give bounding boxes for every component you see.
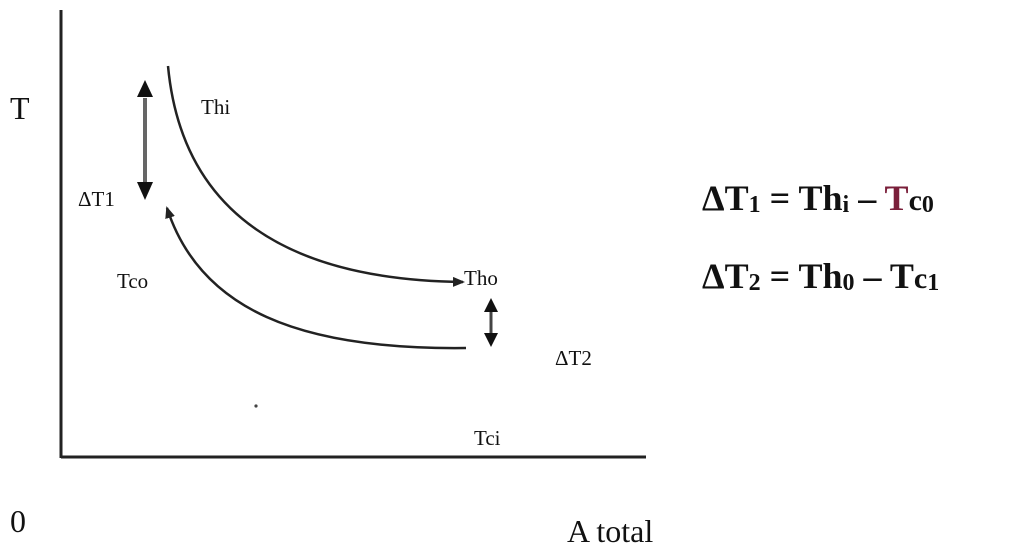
eq1-term2-sub: 0 — [921, 192, 934, 218]
eq1-equals: = — [760, 178, 799, 218]
equation-delta-t1: ΔT1 = Thi – Tc0 — [702, 180, 934, 217]
eq2-term2-sub: 1 — [927, 270, 940, 296]
label-tco: Tco — [117, 269, 149, 293]
eq2-minus: – — [854, 256, 890, 296]
y-axis-label: T — [10, 90, 30, 126]
delta-t1-arrow-head-bottom — [137, 182, 153, 200]
eq2-lhs: ΔT — [702, 256, 749, 296]
eq1-minus: – — [849, 178, 885, 218]
label-tho: Tho — [464, 266, 498, 290]
label-delta-t2: ΔT2 — [555, 346, 592, 370]
delta-t2-arrow-head-bottom — [484, 333, 498, 347]
eq1-lhs-sub: 1 — [748, 192, 761, 218]
label-thi: Thi — [201, 95, 231, 119]
cold-fluid-curve — [165, 206, 467, 350]
hot-fluid-curve — [166, 65, 465, 287]
equation-delta-t2: ΔT2 = Th0 – Tc1 — [702, 258, 939, 295]
label-tci: Tci — [474, 426, 501, 450]
eq1-term2-lower: c — [908, 184, 922, 217]
eq2-term1-sub: 0 — [842, 270, 855, 296]
eq2-term2-main: T — [889, 256, 914, 296]
eq1-term1: Th — [798, 178, 843, 218]
label-delta-t1: ΔT1 — [78, 187, 115, 211]
eq1-term1-sub: i — [842, 192, 850, 218]
eq2-equals: = — [760, 256, 799, 296]
eq2-term1: Th — [798, 256, 843, 296]
eq1-term2-main: T — [884, 178, 909, 218]
x-axis-label: A total — [567, 513, 654, 549]
origin-label: 0 — [10, 503, 26, 539]
delta-t2-arrow-head-top — [484, 298, 498, 312]
eq2-term2-lower: c — [913, 262, 928, 295]
stray-dot — [254, 404, 258, 408]
delta-t1-arrow-head-top — [137, 80, 153, 97]
eq2-lhs-sub: 2 — [748, 270, 761, 296]
eq1-lhs: ΔT — [702, 178, 749, 218]
